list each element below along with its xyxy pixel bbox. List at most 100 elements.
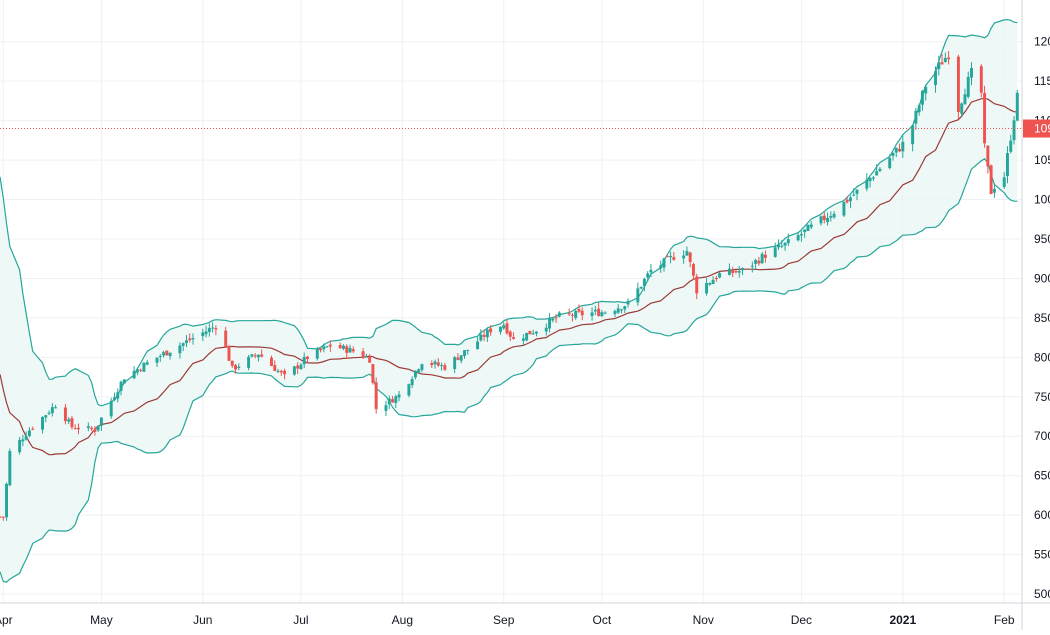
candle-body: [786, 239, 790, 244]
candle-body: [116, 392, 120, 399]
candle-body: [521, 338, 525, 341]
candle: [620, 308, 623, 314]
candle-body: [325, 346, 329, 348]
candle: [86, 422, 90, 432]
candle: [875, 164, 879, 176]
candle: [891, 152, 895, 161]
candle-body: [741, 267, 744, 271]
candle-body: [315, 348, 319, 359]
candle-body: [31, 428, 35, 430]
candle: [695, 273, 699, 300]
candle-body: [577, 309, 581, 312]
candle-body: [27, 430, 31, 436]
candle: [234, 363, 237, 374]
candle: [456, 353, 460, 361]
candle: [292, 365, 296, 376]
candle: [50, 403, 54, 417]
candle: [662, 257, 666, 272]
y-tick-label: 650: [1034, 469, 1050, 483]
candle-body: [158, 355, 162, 357]
candle-body: [122, 379, 126, 384]
candle-body: [413, 370, 417, 378]
candle: [479, 329, 483, 342]
candle-body: [590, 312, 594, 317]
candle: [498, 326, 502, 335]
candle-body: [992, 188, 996, 193]
candle-body: [165, 350, 169, 356]
candle-body: [505, 323, 509, 334]
candle: [93, 426, 97, 436]
candle-body: [639, 286, 643, 289]
candle-body: [54, 407, 58, 409]
candle-body: [178, 345, 182, 354]
candle-body: [842, 201, 846, 216]
candle: [639, 286, 643, 290]
candle: [829, 211, 833, 222]
candle-body: [374, 382, 378, 410]
price-axis[interactable]: 1200115011001050100095090085080075070065…: [1021, 0, 1050, 630]
candle-body: [214, 328, 218, 330]
y-tick-label: 1000: [1034, 193, 1050, 207]
candle: [580, 307, 584, 321]
candle-body: [796, 235, 800, 241]
candle: [90, 426, 94, 431]
last-price-label: 109: [1023, 119, 1050, 138]
x-tick-label: Oct: [593, 613, 612, 627]
candle-body: [580, 310, 584, 316]
candle-body: [113, 397, 116, 400]
candle-body: [155, 357, 159, 363]
candle-body: [181, 343, 185, 346]
candle: [786, 233, 790, 247]
candle-body: [956, 56, 960, 113]
candle-body: [322, 346, 326, 350]
candle: [832, 211, 836, 220]
candle: [113, 392, 116, 402]
candle-body: [109, 400, 113, 417]
candle: [819, 215, 823, 226]
candle-body: [646, 273, 650, 278]
candle-body: [253, 355, 257, 357]
candle-body: [132, 370, 136, 379]
candle: [741, 267, 744, 275]
x-tick-label: Aug: [392, 613, 413, 627]
candle: [512, 332, 516, 340]
candle: [387, 395, 391, 410]
candle-body: [384, 405, 388, 411]
candle: [986, 145, 990, 174]
candle: [436, 358, 440, 367]
candle: [109, 397, 113, 419]
candle: [688, 251, 692, 268]
candle: [502, 322, 506, 330]
candle-body: [672, 257, 676, 260]
x-tick-label: 2021: [889, 613, 916, 627]
candle-body: [410, 379, 414, 386]
candle: [757, 256, 761, 266]
time-axis[interactable]: Apr May Jun Jul Aug Sep Oct Nov Dec 2021 Feb: [0, 602, 1050, 627]
candle: [207, 323, 211, 337]
candle-body: [855, 189, 859, 194]
candle-body: [826, 217, 830, 223]
candle-body: [201, 332, 205, 337]
candle-body: [963, 94, 967, 105]
candle: [407, 383, 411, 398]
candle: [734, 270, 738, 274]
candle: [489, 325, 493, 336]
candle: [826, 212, 830, 226]
candle: [855, 189, 859, 201]
candle: [865, 173, 869, 192]
candle-body: [636, 288, 640, 303]
candle: [394, 394, 398, 408]
candle: [270, 355, 273, 367]
candle-body: [754, 259, 758, 264]
x-tick-label: May: [90, 613, 113, 627]
candle-body: [338, 345, 342, 349]
candle: [0, 516, 2, 518]
candle-body: [482, 334, 486, 337]
candle: [135, 367, 139, 376]
candle-body: [256, 354, 260, 358]
candle-body: [319, 348, 323, 351]
bollinger-basis-line: [0, 97, 1018, 456]
candle: [299, 362, 303, 370]
y-tick-label: 800: [1034, 350, 1050, 364]
candle: [204, 325, 208, 338]
